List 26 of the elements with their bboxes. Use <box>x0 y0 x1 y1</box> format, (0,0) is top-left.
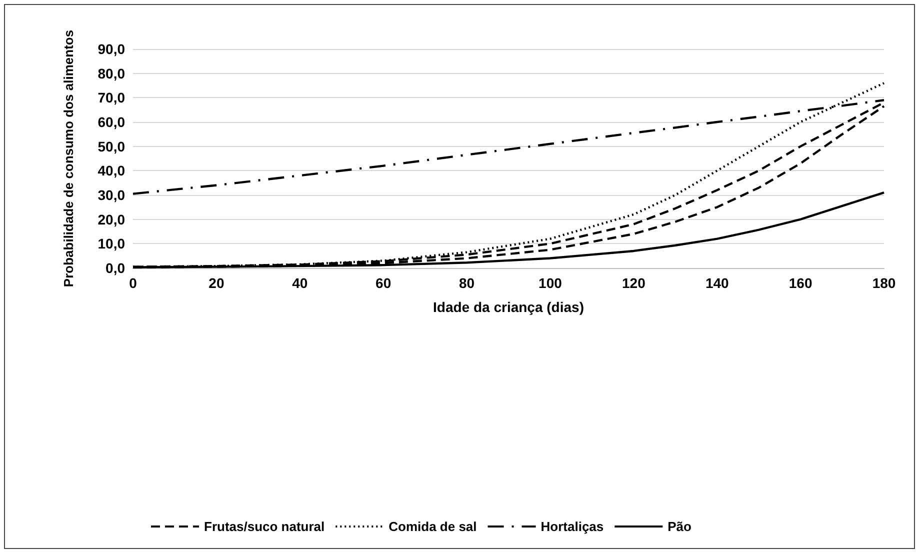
x-tick-label: 20 <box>208 275 224 291</box>
x-tick-label: 160 <box>788 275 812 291</box>
y-tick-label: 60,0 <box>98 114 126 130</box>
x-axis-title: Idade da criança (dias) <box>433 299 584 315</box>
y-tick-label: 80,0 <box>98 65 126 82</box>
y-axis-title: Probabilidade de consumo dos alimentos <box>61 30 76 288</box>
y-tick-label: 40,0 <box>98 162 126 179</box>
x-tick-label: 120 <box>622 275 646 291</box>
y-tick-label: 70,0 <box>98 90 126 106</box>
y-tick-label: 0,0 <box>106 260 126 276</box>
legend-label: Hortaliças <box>540 519 604 534</box>
x-tick-label: 40 <box>292 275 308 291</box>
legend-label: Pão <box>668 519 692 534</box>
x-tick-label: 80 <box>458 275 475 291</box>
y-tick-label: 30,0 <box>98 187 126 203</box>
x-tick-label: 0 <box>129 275 138 291</box>
x-tick-label: 100 <box>538 275 562 291</box>
x-tick-label: 180 <box>872 275 896 291</box>
x-tick-label: 60 <box>376 275 392 291</box>
legend-label: Comida de sal <box>388 519 477 534</box>
y-tick-label: 10,0 <box>98 236 126 252</box>
y-tick-label: 90,0 <box>98 41 126 57</box>
y-tick-label: 20,0 <box>98 211 126 228</box>
legend-label: Frutas/suco natural <box>204 519 325 534</box>
x-tick-label: 140 <box>705 275 730 291</box>
y-tick-label: 50,0 <box>98 138 126 154</box>
